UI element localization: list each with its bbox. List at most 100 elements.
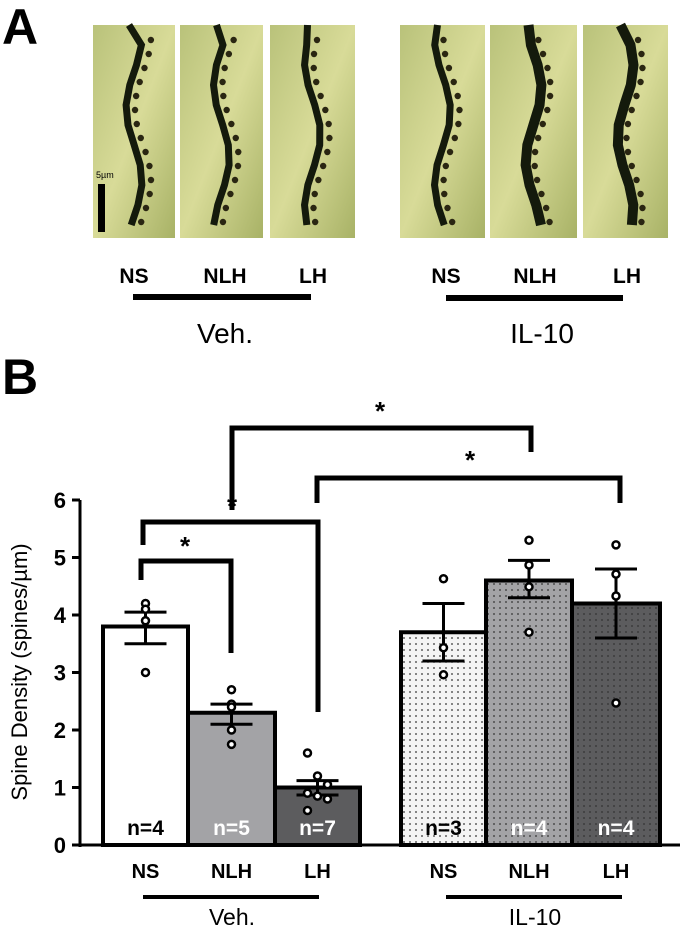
spine [637,190,644,198]
spine [533,176,541,184]
spine [231,176,239,184]
x-tick-label: LH [304,861,331,883]
spine [539,120,546,128]
y-tick-label: 6 [54,488,66,513]
scale-bar-label: 5µm [96,170,114,180]
y-tick-label: 0 [54,833,66,858]
spine [221,64,228,72]
spine [442,162,450,170]
spine [445,64,453,72]
x-tick-label: NLH [508,861,549,883]
spine [319,162,327,170]
spine [324,148,331,156]
panel-b-label: B [2,349,38,405]
spine [639,204,646,212]
spine [219,218,227,226]
spine [141,64,148,72]
bar [186,710,277,847]
group-label: NS [431,265,460,288]
y-tick-label: 3 [54,661,66,686]
spine [534,134,542,142]
y-axis-label: Spine Density (spines/µm) [7,543,32,800]
bar-dot-pattern [403,634,484,843]
spine [531,162,538,170]
il10-group-line [446,295,623,301]
spine [142,148,149,156]
spine [446,148,454,156]
dendrite [520,24,547,227]
spine [538,190,545,198]
bar-group: n=3 [399,574,488,847]
data-point [322,779,333,790]
spine [633,176,640,184]
dendrite [122,23,146,227]
n-label: n=3 [425,817,462,840]
panel-a-labels: NS NLH LH NS NLH LH Veh. IL-10 [119,265,641,349]
spine [546,218,553,226]
data-point [524,560,534,570]
bracket-line [229,425,534,510]
spine [535,36,542,44]
spine [132,92,140,100]
bar-dot-pattern [574,605,658,843]
y-tick-label: 1 [54,776,66,801]
veh-group-line [143,895,319,899]
micrograph-background [270,25,355,238]
n-label: n=5 [213,817,250,840]
micrograph-nlh [180,23,263,238]
significance-bracket: * [314,445,623,503]
spine [531,148,539,156]
spine [230,36,237,44]
spine [322,106,329,114]
spine [317,92,324,100]
group-label: NS [119,265,148,288]
spine [634,36,642,44]
micrograph-ns [93,23,175,238]
dendrite [612,22,639,226]
spine [225,50,233,58]
group-label: NLH [513,265,556,288]
x-tick-label: NS [430,861,458,883]
data-point [140,667,151,678]
spine [223,106,230,114]
data-point [302,788,313,798]
micrograph-lh [270,24,355,238]
n-label: n=7 [299,817,336,840]
scale-bar [98,184,105,232]
spine [546,78,554,86]
group-label: NLH [203,265,246,288]
spine [440,36,447,44]
spine [232,134,239,142]
data-point [322,794,333,804]
spine [146,162,153,170]
data-point [226,739,237,750]
significance-star: * [180,531,191,561]
treatment-label-veh: Veh. [209,904,255,930]
y-tick-label: 5 [54,546,66,571]
spine [133,120,140,128]
spine [539,50,547,58]
data-point [140,616,151,626]
spine [219,78,226,86]
spine [147,176,155,184]
spine [638,218,645,226]
spine [637,78,644,86]
x-tick-label: NLH [211,861,252,883]
data-point [226,725,237,735]
data-point [312,791,323,801]
micrographs: 5µm [93,22,668,238]
x-tick-label: NS [132,861,160,883]
spine [326,134,333,142]
spine [454,92,461,100]
bracket-line [140,519,321,712]
data-point [524,535,534,545]
spine [633,92,640,100]
panel-a-label: A [2,0,38,55]
spine [222,204,230,212]
spine [450,78,457,86]
spine [137,218,145,226]
spine [311,190,318,198]
micrograph-background [400,25,485,238]
dendrite [209,23,233,226]
